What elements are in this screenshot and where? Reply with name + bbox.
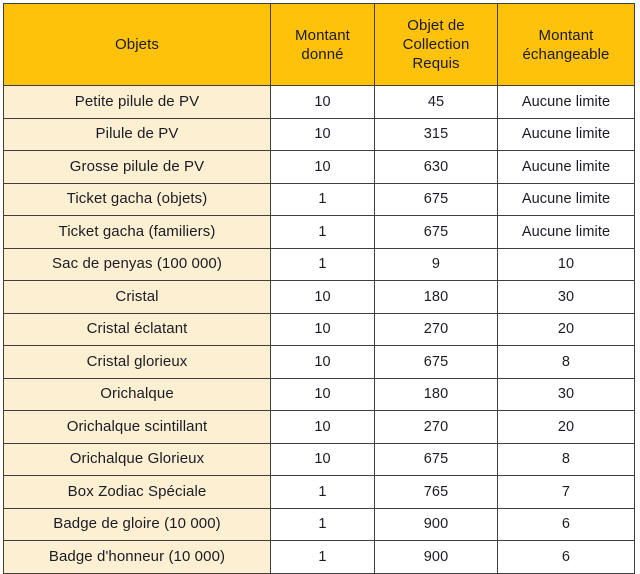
cell-objet-collection-requis: 45	[374, 85, 498, 119]
column-header-objets-line-1: Objets	[115, 36, 159, 53]
cell-montant-donne: 1	[270, 507, 375, 541]
table-row: Cristal 10 180 30	[3, 280, 635, 314]
exchange-rates-table: Objets Montant donné Objet de Collection…	[3, 3, 635, 574]
column-header-montant-echangeable: Montant échangeable	[497, 3, 635, 86]
exchange-table-container: Objets Montant donné Objet de Collection…	[3, 3, 635, 574]
cell-objets: Orichalque	[3, 377, 271, 411]
cell-montant-echangeable: 6	[497, 507, 635, 541]
cell-objet-collection-requis: 900	[374, 507, 498, 541]
cell-montant-echangeable: 30	[497, 377, 635, 411]
cell-objet-collection-requis: 675	[374, 182, 498, 216]
cell-montant-donne: 10	[270, 377, 375, 411]
cell-objets: Cristal	[3, 280, 271, 314]
cell-montant-echangeable: 20	[497, 410, 635, 444]
cell-montant-echangeable: 30	[497, 280, 635, 314]
cell-montant-donne: 1	[270, 182, 375, 216]
table-row: Pilule de PV 10 315 Aucune limite	[3, 117, 635, 151]
table-header-row: Objets Montant donné Objet de Collection…	[3, 3, 635, 86]
cell-montant-echangeable: 8	[497, 442, 635, 476]
table-row: Petite pilule de PV 10 45 Aucune limite	[3, 85, 635, 119]
cell-objet-collection-requis: 180	[374, 280, 498, 314]
cell-objets: Cristal glorieux	[3, 345, 271, 379]
cell-objets: Sac de penyas (100 000)	[3, 247, 271, 281]
column-header-montant-donne-line-1: Montant	[295, 26, 350, 44]
cell-objet-collection-requis: 630	[374, 150, 498, 184]
cell-montant-echangeable: 20	[497, 312, 635, 346]
cell-montant-donne: 10	[270, 442, 375, 476]
cell-objet-collection-requis: 765	[374, 475, 498, 509]
cell-objet-collection-requis: 675	[374, 442, 498, 476]
cell-objet-collection-requis: 9	[374, 247, 498, 281]
cell-montant-echangeable: Aucune limite	[497, 117, 635, 151]
table-row: Ticket gacha (familiers) 1 675 Aucune limit…	[3, 215, 635, 249]
column-header-objets: Objets	[3, 3, 271, 86]
cell-objets: Orichalque Glorieux	[3, 442, 271, 476]
cell-objet-collection-requis: 315	[374, 117, 498, 151]
cell-objet-collection-requis: 675	[374, 215, 498, 249]
column-header-objet-collection-requis: Objet de Collection Requis	[374, 3, 498, 86]
cell-montant-donne: 10	[270, 345, 375, 379]
table-row: Sac de penyas (100 000) 1 9 10	[3, 247, 635, 281]
cell-montant-echangeable: Aucune limite	[497, 150, 635, 184]
table-row: Orichalque scintillant 10 270 20	[3, 410, 635, 444]
cell-objet-collection-requis: 900	[374, 540, 498, 574]
table-row: Box Zodiac Spéciale 1 765 7	[3, 475, 635, 509]
cell-objet-collection-requis: 270	[374, 410, 498, 444]
table-row: Orichalque 10 180 30	[3, 377, 635, 411]
table-body: Petite pilule de PV 10 45 Aucune limite Pilu…	[3, 85, 635, 574]
cell-objets: Ticket gacha (familiers)	[3, 215, 271, 249]
column-header-montant-echangeable-line-2: échangeable	[522, 45, 610, 63]
table-row: Badge d'honneur (10 000) 1 900 6	[3, 540, 635, 574]
cell-montant-echangeable: 10	[497, 247, 635, 281]
cell-objets: Orichalque scintillant	[3, 410, 271, 444]
cell-montant-echangeable: 6	[497, 540, 635, 574]
table-row: Ticket gacha (objets) 1 675 Aucune limite	[3, 182, 635, 216]
cell-montant-donne: 10	[270, 150, 375, 184]
cell-objets: Grosse pilule de PV	[3, 150, 271, 184]
cell-montant-donne: 1	[270, 215, 375, 249]
cell-montant-donne: 1	[270, 540, 375, 574]
cell-montant-donne: 10	[270, 85, 375, 119]
column-header-objet-collection-requis-line-3: Requis	[412, 55, 460, 72]
cell-montant-donne: 10	[270, 410, 375, 444]
cell-montant-echangeable: Aucune limite	[497, 182, 635, 216]
cell-objet-collection-requis: 180	[374, 377, 498, 411]
cell-montant-donne: 1	[270, 247, 375, 281]
cell-objets: Box Zodiac Spéciale	[3, 475, 271, 509]
column-header-montant-donne-line-2: donné	[301, 45, 344, 63]
cell-montant-echangeable: 7	[497, 475, 635, 509]
column-header-montant-echangeable-line-1: Montant	[538, 26, 594, 44]
cell-montant-donne: 10	[270, 312, 375, 346]
cell-objet-collection-requis: 675	[374, 345, 498, 379]
table-row: Badge de gloire (10 000) 1 900 6	[3, 507, 635, 541]
table-row: Grosse pilule de PV 10 630 Aucune limite	[3, 150, 635, 184]
table-row: Orichalque Glorieux 10 675 8	[3, 442, 635, 476]
table-header: Objets Montant donné Objet de Collection…	[3, 3, 635, 86]
cell-objets: Ticket gacha (objets)	[3, 182, 271, 216]
cell-montant-donne: 10	[270, 280, 375, 314]
cell-objets: Petite pilule de PV	[3, 85, 271, 119]
cell-montant-echangeable: Aucune limite	[497, 85, 635, 119]
cell-montant-echangeable: Aucune limite	[497, 215, 635, 249]
column-header-montant-donne: Montant donné	[270, 3, 375, 86]
cell-montant-donne: 10	[270, 117, 375, 151]
cell-montant-donne: 1	[270, 475, 375, 509]
cell-objet-collection-requis: 270	[374, 312, 498, 346]
cell-objets: Cristal éclatant	[3, 312, 271, 346]
cell-objets: Badge de gloire (10 000)	[3, 507, 271, 541]
table-row: Cristal éclatant 10 270 20	[3, 312, 635, 346]
column-header-objet-collection-requis-line-1: Objet de	[407, 17, 465, 34]
cell-objets: Badge d'honneur (10 000)	[3, 540, 271, 574]
column-header-objet-collection-requis-line-2: Collection	[402, 36, 470, 53]
cell-objets: Pilule de PV	[3, 117, 271, 151]
table-row: Cristal glorieux 10 675 8	[3, 345, 635, 379]
cell-montant-echangeable: 8	[497, 345, 635, 379]
